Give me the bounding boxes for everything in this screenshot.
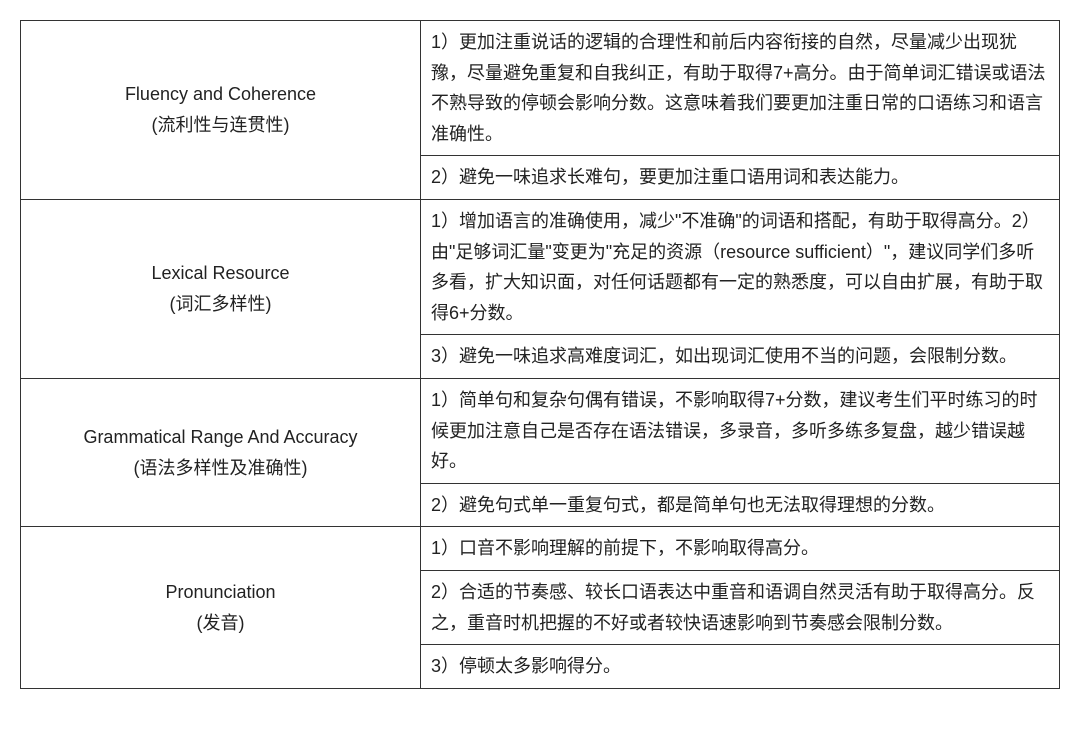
- category-cell: Fluency and Coherence (流利性与连贯性): [21, 21, 421, 200]
- category-cn: (词汇多样性): [31, 289, 410, 320]
- category-cn: (语法多样性及准确性): [31, 453, 410, 484]
- category-en: Fluency and Coherence: [31, 79, 410, 110]
- point-cell: 2）避免句式单一重复句式，都是简单句也无法取得理想的分数。: [421, 483, 1060, 527]
- category-cell: Lexical Resource (词汇多样性): [21, 199, 421, 378]
- category-cn: (流利性与连贯性): [31, 110, 410, 141]
- point-cell: 2）合适的节奏感、较长口语表达中重音和语调自然灵活有助于取得高分。反之，重音时机…: [421, 570, 1060, 644]
- table-row: Lexical Resource (词汇多样性) 1）增加语言的准确使用，减少"…: [21, 199, 1060, 334]
- point-cell: 2）避免一味追求长难句，要更加注重口语用词和表达能力。: [421, 156, 1060, 200]
- category-cn: (发音): [31, 608, 410, 639]
- point-cell: 1）增加语言的准确使用，减少"不准确"的词语和搭配，有助于取得高分。2）由"足够…: [421, 199, 1060, 334]
- table-body: Fluency and Coherence (流利性与连贯性) 1）更加注重说话…: [21, 21, 1060, 689]
- point-cell: 3）停顿太多影响得分。: [421, 645, 1060, 689]
- point-cell: 3）避免一味追求高难度词汇，如出现词汇使用不当的问题，会限制分数。: [421, 335, 1060, 379]
- category-cell: Grammatical Range And Accuracy (语法多样性及准确…: [21, 378, 421, 526]
- point-cell: 1）简单句和复杂句偶有错误，不影响取得7+分数，建议考生们平时练习的时候更加注意…: [421, 378, 1060, 483]
- category-en: Lexical Resource: [31, 258, 410, 289]
- category-en: Pronunciation: [31, 577, 410, 608]
- point-cell: 1）口音不影响理解的前提下，不影响取得高分。: [421, 527, 1060, 571]
- criteria-table: Fluency and Coherence (流利性与连贯性) 1）更加注重说话…: [20, 20, 1060, 689]
- table-row: Grammatical Range And Accuracy (语法多样性及准确…: [21, 378, 1060, 483]
- point-cell: 1）更加注重说话的逻辑的合理性和前后内容衔接的自然，尽量减少出现犹豫，尽量避免重…: [421, 21, 1060, 156]
- table-row: Fluency and Coherence (流利性与连贯性) 1）更加注重说话…: [21, 21, 1060, 156]
- table-row: Pronunciation (发音) 1）口音不影响理解的前提下，不影响取得高分…: [21, 527, 1060, 571]
- category-cell: Pronunciation (发音): [21, 527, 421, 688]
- category-en: Grammatical Range And Accuracy: [31, 422, 410, 453]
